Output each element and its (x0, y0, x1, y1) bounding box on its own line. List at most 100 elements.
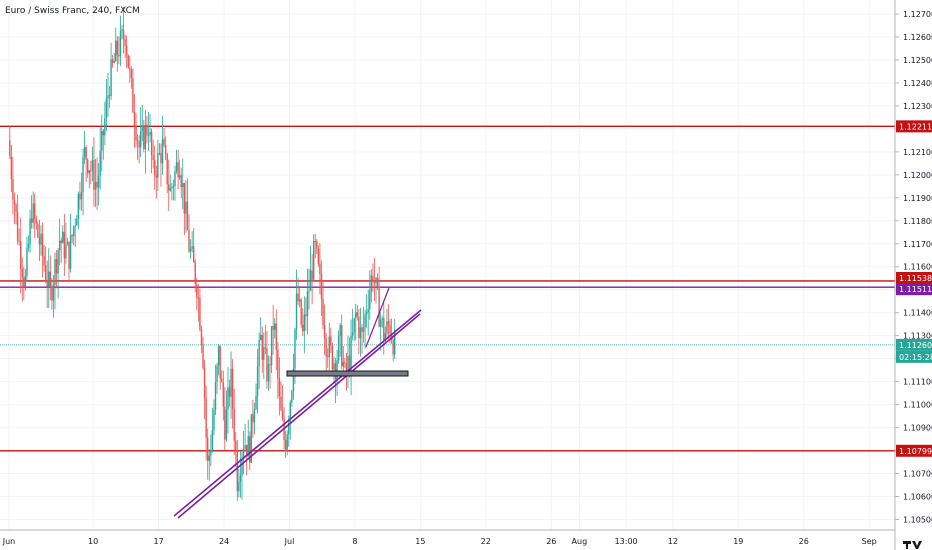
price-level-label: 1.10799 (899, 447, 932, 456)
candle-body (348, 355, 351, 371)
candle-body (330, 336, 332, 346)
candle-body (230, 368, 232, 397)
candle-body (140, 130, 142, 148)
candle-body (364, 314, 366, 328)
candle-body (289, 402, 291, 423)
candle-body (192, 246, 195, 263)
candle-body (12, 179, 14, 200)
candle-body (249, 436, 251, 463)
candle-body (216, 365, 218, 383)
x-tick-label: 17 (154, 537, 164, 546)
y-tick-label: 1.10600 (903, 492, 932, 501)
countdown-badge (896, 350, 932, 363)
x-tick-label: 13:00 (615, 537, 638, 546)
candle-body (177, 162, 179, 178)
candle-body (266, 348, 268, 382)
candle-body (387, 321, 390, 326)
time-axis[interactable]: Jun 10 17 24 Jul 8 15 22 26 Aug 13:00 12 19 26 Sep (0, 529, 895, 546)
x-tick-label: 26 (799, 537, 809, 546)
candle-body (46, 279, 48, 287)
candle-body (300, 299, 302, 325)
candle-body (51, 286, 53, 301)
projection-line (365, 287, 390, 348)
x-tick-label: 26 (546, 537, 556, 546)
candle-body (174, 171, 176, 186)
candle-body (228, 387, 231, 397)
candle-body (79, 193, 81, 200)
y-tick-label: 1.11800 (903, 217, 932, 226)
y-tick-label: 1.11100 (903, 378, 932, 387)
candle-body (96, 181, 98, 188)
candle-body (91, 160, 94, 171)
candle-body (288, 422, 290, 435)
candle-body (211, 429, 214, 450)
candle-body (213, 409, 215, 430)
candle-body (280, 396, 282, 411)
price-level-badge (896, 338, 932, 351)
price-level-badge (896, 271, 932, 284)
candle-body (172, 185, 175, 188)
countdown-label: 02:15:28 (899, 353, 932, 362)
y-tick-label: 1.11300 (903, 332, 932, 341)
candle-body (386, 321, 388, 334)
candle-body (292, 368, 295, 392)
candle-body (224, 406, 226, 440)
candle-body (320, 274, 323, 300)
candle-body (13, 199, 16, 205)
candle-body (55, 259, 58, 274)
candle-body (24, 275, 27, 287)
candle-body (297, 293, 299, 302)
x-tick-label: 12 (668, 537, 678, 546)
candle-body (44, 265, 47, 280)
candle-body (261, 334, 263, 360)
candle-body (302, 324, 304, 332)
candle-body (241, 458, 243, 476)
candle-body (152, 155, 154, 160)
candle-body (118, 55, 120, 57)
candle-body (305, 314, 307, 317)
candle-body (309, 270, 312, 291)
candle-body (337, 335, 340, 361)
candle-body (294, 329, 296, 369)
trendline-upper (173, 309, 422, 517)
candle-body (41, 233, 44, 257)
y-tick-label: 1.12000 (903, 171, 932, 180)
candle-body (214, 382, 217, 410)
candle-body (130, 68, 133, 79)
y-tick-label: 1.10900 (903, 424, 932, 433)
price-levels (0, 125, 895, 452)
candle-body (358, 316, 360, 339)
candle-body (38, 236, 41, 245)
candle-body (351, 332, 354, 336)
candle-body (164, 145, 167, 154)
candle-body (235, 440, 237, 452)
candle-body (383, 318, 385, 341)
candle-body (311, 270, 313, 280)
x-tick-label: 24 (219, 537, 229, 546)
candle-body (314, 240, 316, 242)
candle-body (344, 362, 346, 364)
candle-body (171, 187, 173, 189)
candle-body (168, 184, 170, 191)
price-axis[interactable]: 1.105001.106001.107001.108001.109001.110… (894, 0, 932, 550)
chart-grid (0, 0, 895, 530)
candle-body (189, 248, 192, 252)
candle-body (196, 284, 198, 298)
y-tick-label: 1.12100 (903, 148, 932, 157)
candle-body (180, 175, 182, 188)
candle-body (188, 229, 190, 252)
candle-body (322, 299, 324, 326)
candle-body (163, 139, 165, 146)
x-tick-label: 10 (88, 537, 98, 546)
candle-body (208, 455, 210, 461)
candle-body (29, 218, 31, 244)
candle-body (43, 256, 45, 266)
candle-body (367, 309, 369, 313)
candle-body (183, 182, 186, 214)
candle-body (149, 131, 151, 136)
candle-body (355, 312, 357, 319)
candle-body (353, 318, 355, 333)
candle-body (200, 329, 203, 345)
candle-body (392, 340, 394, 355)
